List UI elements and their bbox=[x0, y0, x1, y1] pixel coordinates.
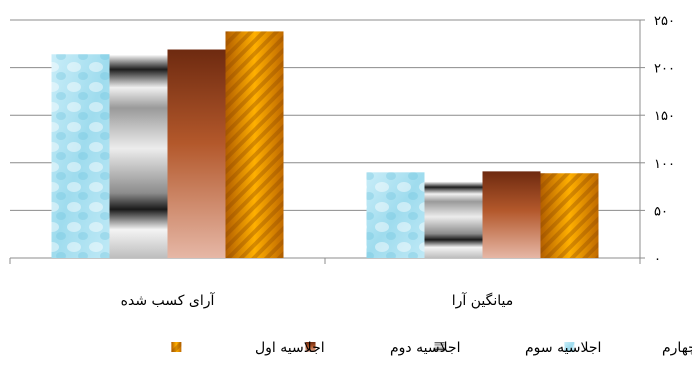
legend-label: اجلاسیه دوم bbox=[390, 340, 460, 356]
y-tick-label: ۲۵۰ bbox=[654, 14, 675, 29]
bar bbox=[167, 49, 226, 259]
bar-texture bbox=[225, 31, 284, 259]
bar bbox=[424, 181, 483, 258]
bar bbox=[109, 55, 168, 258]
bar bbox=[482, 171, 541, 258]
legend-key bbox=[305, 342, 316, 352]
legend: اجلاسیه چهارم اجلاسیه سوم اجلاسیه دوم اجلاس… bbox=[171, 340, 692, 356]
y-tick-label: ۱۵۰ bbox=[654, 109, 675, 124]
legend-label: اجلاسیه اول bbox=[255, 340, 325, 356]
category-label: آرای کسب شده bbox=[121, 292, 216, 309]
y-tick-label: ۲۰۰ bbox=[654, 62, 675, 77]
legend-label: اجلاسیه چهارم bbox=[662, 340, 692, 356]
category-labels: میانگین آرا آرای کسب شده bbox=[121, 292, 514, 309]
y-tick-label: ۱۰۰ bbox=[654, 157, 675, 172]
bar-texture bbox=[366, 172, 425, 258]
legend-label: اجلاسیه سوم bbox=[525, 340, 601, 356]
y-tick-label: ۵۰ bbox=[654, 204, 668, 219]
bar-texture bbox=[51, 54, 110, 258]
y-tick-label: ۰ bbox=[654, 252, 661, 267]
legend-key bbox=[434, 342, 445, 352]
category-label: میانگین آرا bbox=[452, 292, 514, 309]
bars bbox=[51, 31, 599, 259]
bar-texture bbox=[540, 173, 599, 258]
y-tick-labels: ۰ ۵۰ ۱۰۰ ۱۵۰ ۲۰۰ ۲۵۰ bbox=[654, 14, 675, 267]
